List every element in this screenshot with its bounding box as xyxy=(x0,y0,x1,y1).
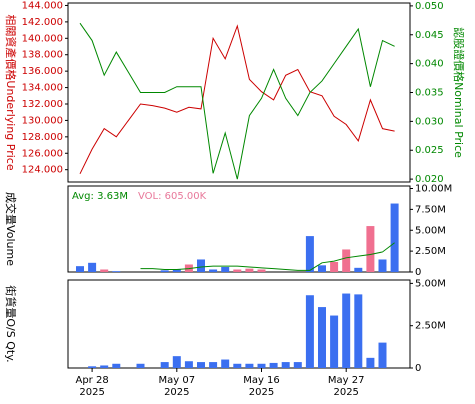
y-tick-label: 0.040 xyxy=(415,59,444,70)
y-tick-label: 0.030 xyxy=(415,116,444,127)
bar xyxy=(209,362,218,368)
y-tick-label: 144.000 xyxy=(22,0,63,11)
bar xyxy=(342,249,351,272)
bar xyxy=(100,269,109,272)
y-tick-label: 5.00M xyxy=(415,225,446,236)
bar xyxy=(197,362,205,368)
y-tick-label: 2.50M xyxy=(415,246,446,257)
x-tick-line: 2025 xyxy=(249,387,274,398)
y-tick-label: 128.000 xyxy=(22,132,63,143)
y-tick-label: 0.050 xyxy=(415,1,444,12)
bar xyxy=(305,295,314,368)
y-tick-label: 132.000 xyxy=(22,99,63,110)
y-tick-label: 134.000 xyxy=(22,83,63,94)
x-tick-line: 2025 xyxy=(164,387,189,398)
bar xyxy=(330,261,339,272)
y-tick-label: 5.00M xyxy=(415,278,446,289)
y-tick-label: 142.000 xyxy=(22,17,63,28)
x-tick-line: 2025 xyxy=(79,387,104,398)
axis-title: 成交量Volume xyxy=(4,192,18,266)
price-line xyxy=(79,22,395,180)
y-tick-label: 130.000 xyxy=(22,115,63,126)
x-tick-label: May 07 2025 xyxy=(159,375,196,398)
bar xyxy=(281,362,290,368)
bar xyxy=(184,361,193,368)
bar xyxy=(330,315,339,368)
y-tick-label: 124.000 xyxy=(22,165,63,176)
bar xyxy=(318,265,326,272)
bar xyxy=(209,269,218,272)
bar xyxy=(112,363,121,368)
legend-text: VOL: 605.00K xyxy=(138,191,207,202)
bar xyxy=(342,293,351,368)
bar xyxy=(245,363,254,368)
y-tick-label: 0.035 xyxy=(415,88,444,99)
bar xyxy=(354,267,363,272)
y-tick-label: 0 xyxy=(415,267,421,278)
bar xyxy=(221,266,230,272)
axis-title: 認股證價格Nominal Price xyxy=(452,27,466,158)
bar xyxy=(160,270,169,272)
y-tick-label: 126.000 xyxy=(22,148,63,159)
x-tick-label: May 16 2025 xyxy=(243,375,280,398)
x-tick-label: Apr 28 2025 xyxy=(75,375,108,398)
y-tick-label: 2.50M xyxy=(415,321,446,332)
y-tick-label: 0.045 xyxy=(415,30,444,41)
bar xyxy=(305,236,314,272)
x-tick-line: May 07 xyxy=(159,375,196,386)
y-tick-label: 7.50M xyxy=(415,204,446,215)
bar xyxy=(172,356,181,368)
bar xyxy=(100,365,109,368)
bar xyxy=(366,357,375,368)
price-line xyxy=(79,24,395,175)
y-tick-label: 138.000 xyxy=(22,50,63,61)
bar xyxy=(366,226,375,272)
bar xyxy=(88,366,97,368)
bar xyxy=(245,268,254,272)
x-tick-line: May 16 xyxy=(243,375,280,386)
bar xyxy=(112,271,121,272)
bar xyxy=(257,363,266,368)
bar xyxy=(318,307,326,368)
axis-title: 街貨量O/S Qty. xyxy=(4,285,18,362)
y-tick-label: 136.000 xyxy=(22,66,63,77)
x-tick-line: May 27 xyxy=(328,375,365,386)
bar xyxy=(378,259,387,272)
x-tick-line: 2025 xyxy=(333,387,358,398)
y-tick-label: 0.025 xyxy=(415,145,444,156)
bar xyxy=(76,266,84,272)
bar xyxy=(160,362,169,368)
bar xyxy=(136,363,145,368)
x-tick-line: Apr 28 xyxy=(75,375,108,386)
bar xyxy=(88,262,97,272)
bar xyxy=(197,259,205,272)
x-tick-label: May 27 2025 xyxy=(328,375,365,398)
y-tick-label: 10.00M xyxy=(415,184,452,195)
bar xyxy=(293,362,302,368)
axis-title: 相關資產價格Underlying Price xyxy=(4,14,18,170)
bar xyxy=(390,203,399,272)
bar xyxy=(233,269,242,272)
bar xyxy=(221,359,230,368)
bar xyxy=(233,363,242,368)
y-tick-label: 140.000 xyxy=(22,33,63,44)
bar xyxy=(354,294,363,368)
y-tick-label: 0.020 xyxy=(415,174,444,185)
average-line xyxy=(140,242,395,271)
bar xyxy=(257,269,266,272)
bar xyxy=(378,342,387,368)
bar xyxy=(269,362,278,368)
legend-text: Avg: 3.63M xyxy=(72,191,128,202)
y-tick-label: 0 xyxy=(415,363,421,374)
bar xyxy=(172,269,181,272)
